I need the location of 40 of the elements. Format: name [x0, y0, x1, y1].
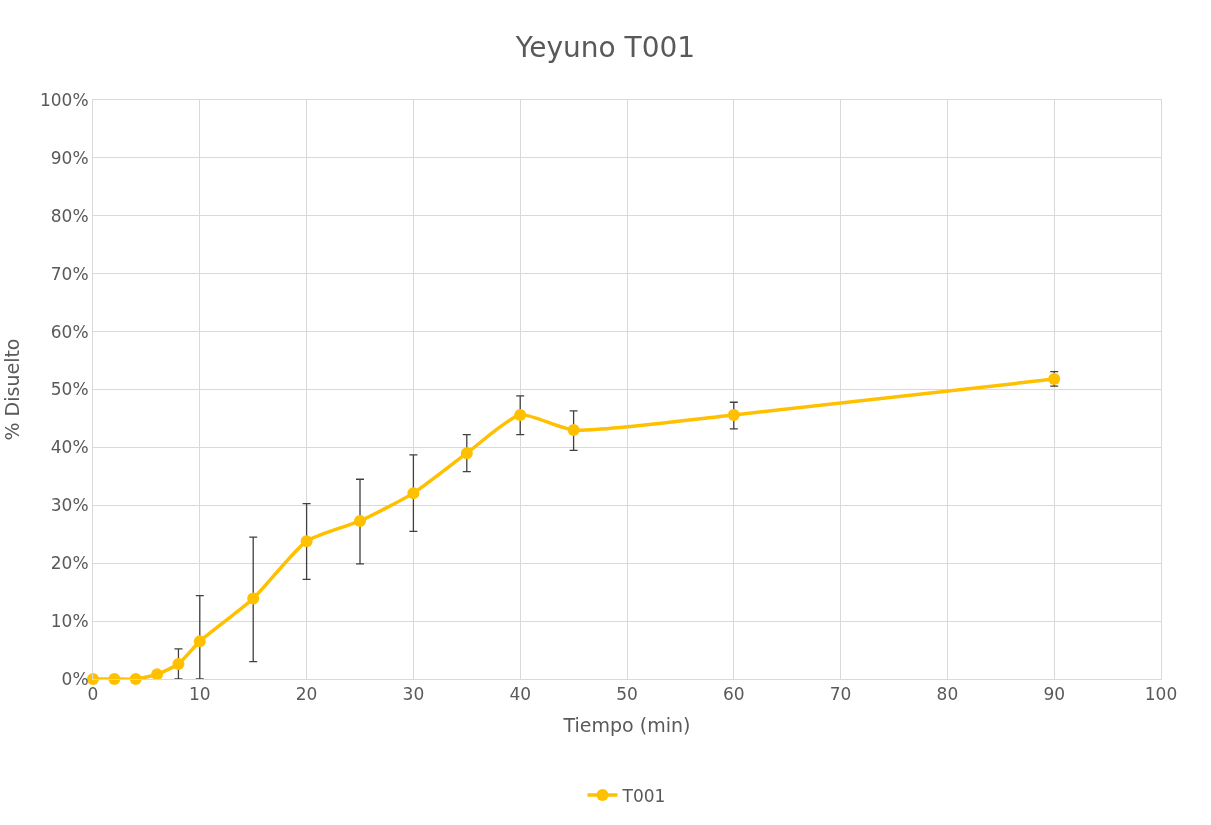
point — [514, 408, 527, 421]
x-tick-label: 100 — [1144, 684, 1178, 705]
point — [87, 673, 99, 685]
legend-label: T001 — [621, 785, 666, 806]
point — [193, 635, 206, 648]
x-tick-label: 60 — [722, 684, 745, 705]
y-tick-label: 50% — [50, 379, 89, 400]
y-axis-title: % Disuelto — [0, 338, 23, 441]
x-tick-label: 20 — [295, 684, 318, 705]
x-tick-label: 90 — [1043, 684, 1066, 705]
y-tick-label: 30% — [50, 495, 89, 516]
point — [354, 514, 366, 527]
x-tick-label: 10 — [188, 684, 211, 705]
point — [172, 657, 185, 670]
y-tick-label: 60% — [50, 321, 89, 342]
x-tick-label: 80 — [936, 684, 959, 705]
y-tick-label: 20% — [50, 553, 89, 574]
x-axis-title: Tiempo (min) — [562, 714, 691, 737]
point — [567, 424, 580, 437]
y-tick-label: 80% — [50, 205, 89, 226]
point — [247, 592, 260, 605]
point — [129, 673, 142, 685]
y-tick-label: 40% — [50, 437, 89, 458]
y-tick-label: 100% — [39, 89, 89, 110]
y-tick-label: 90% — [50, 147, 89, 168]
x-tick-label: 0 — [87, 684, 99, 705]
point — [300, 535, 313, 548]
point — [460, 447, 473, 460]
point — [151, 668, 164, 681]
x-tick-label: 70 — [829, 684, 852, 705]
point — [727, 408, 740, 421]
point — [108, 673, 121, 685]
y-tick-label: 0% — [61, 668, 89, 689]
x-tick-label: 40 — [509, 684, 532, 705]
x-tick-label: 50 — [616, 684, 638, 705]
chart-title: Yeyuno T001 — [514, 30, 696, 64]
x-tick-label: 30 — [402, 684, 425, 705]
y-tick-label: 10% — [50, 611, 89, 632]
y-tick-label: 70% — [50, 263, 89, 284]
point — [407, 487, 420, 500]
